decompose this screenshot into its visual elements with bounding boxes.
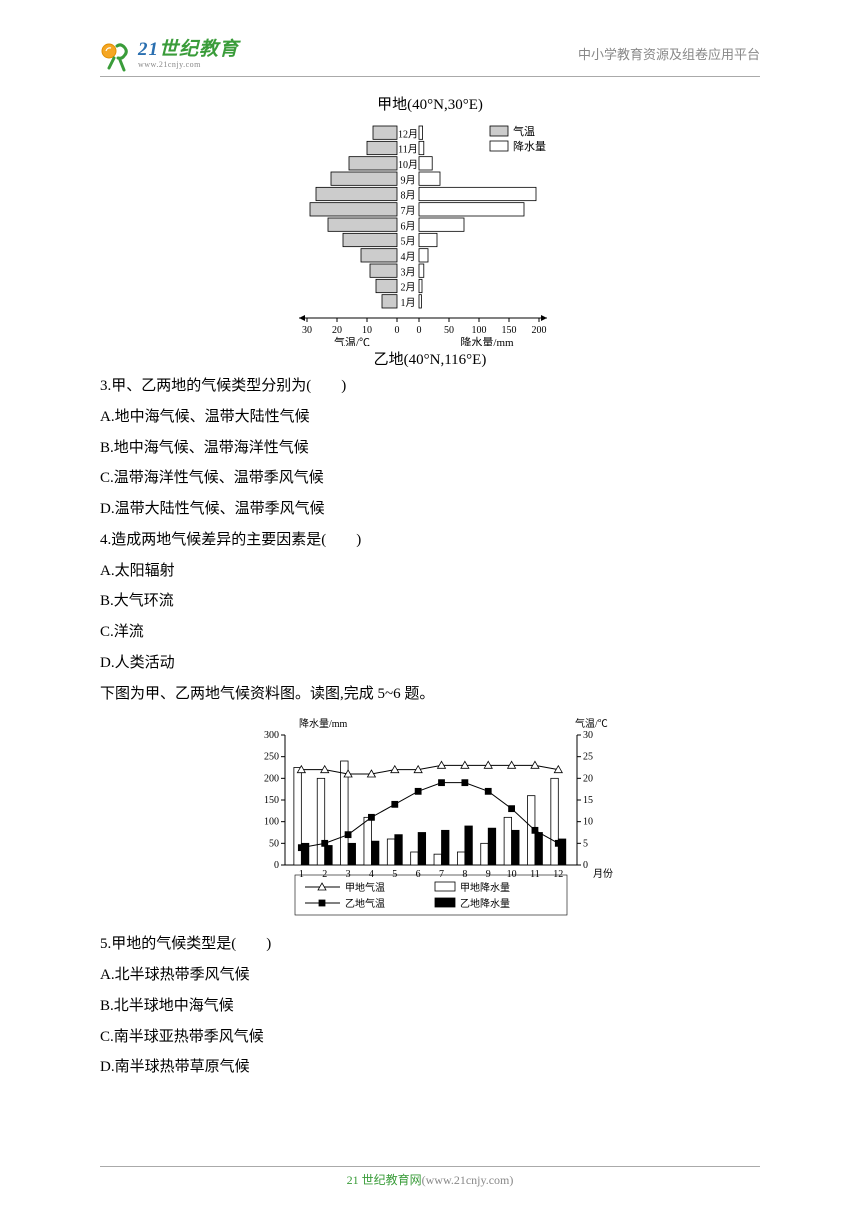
svg-text:12: 12 <box>553 869 563 880</box>
svg-text:250: 250 <box>264 752 279 763</box>
body-text-2: 5.甲地的气候类型是( ) A.北半球热带季风气候 B.北半球地中海气候 C.南… <box>100 929 760 1083</box>
svg-text:1月: 1月 <box>401 297 416 309</box>
svg-text:4: 4 <box>369 869 374 880</box>
footer-brand: 21 世纪教育网 <box>347 1173 422 1187</box>
svg-text:2月: 2月 <box>401 282 416 294</box>
q5-opt-b: B.北半球地中海气候 <box>100 991 760 1022</box>
q3-opt-c: C.温带海洋性气候、温带季风气候 <box>100 463 760 494</box>
q4-opt-b: B.大气环流 <box>100 586 760 617</box>
svg-text:9: 9 <box>486 869 491 880</box>
svg-text:月份: 月份 <box>593 868 613 880</box>
svg-text:乙地降水量: 乙地降水量 <box>460 897 510 910</box>
svg-text:乙地气温: 乙地气温 <box>345 897 385 910</box>
svg-text:6: 6 <box>416 869 421 880</box>
svg-text:150: 150 <box>502 325 517 336</box>
svg-text:300: 300 <box>264 730 279 741</box>
svg-text:12月: 12月 <box>398 128 418 140</box>
header-subtitle: 中小学教育资源及组卷应用平台 <box>578 44 760 63</box>
svg-text:20: 20 <box>332 325 342 336</box>
svg-text:100: 100 <box>264 817 279 828</box>
svg-text:甲地气温: 甲地气温 <box>345 881 385 894</box>
svg-text:气温/℃: 气温/℃ <box>575 717 608 730</box>
svg-text:气温: 气温 <box>513 124 535 138</box>
svg-text:7月: 7月 <box>401 205 416 217</box>
logo: 21世纪教育 www.21cnjy.com <box>100 40 239 72</box>
svg-text:8月: 8月 <box>401 190 416 202</box>
q4-stem: 4.造成两地气候差异的主要因素是( ) <box>100 525 760 556</box>
svg-text:50: 50 <box>444 325 454 336</box>
q3-opt-b: B.地中海气候、温带海洋性气候 <box>100 433 760 464</box>
svg-text:6月: 6月 <box>401 220 416 232</box>
svg-text:5: 5 <box>392 869 397 880</box>
svg-text:4月: 4月 <box>401 251 416 263</box>
svg-text:11: 11 <box>530 869 540 880</box>
svg-text:降水量: 降水量 <box>513 139 546 153</box>
svg-text:10: 10 <box>583 817 593 828</box>
q5-opt-c: C.南半球亚热带季风气候 <box>100 1022 760 1053</box>
svg-text:3月: 3月 <box>401 266 416 278</box>
svg-text:0: 0 <box>583 860 588 871</box>
chart2: 降水量/mm气温/℃050100150200250300051015202530… <box>245 715 615 925</box>
svg-text:0: 0 <box>274 860 279 871</box>
svg-text:200: 200 <box>264 774 279 785</box>
logo-url: www.21cnjy.com <box>138 61 239 70</box>
svg-text:8: 8 <box>462 869 467 880</box>
svg-text:150: 150 <box>264 795 279 806</box>
page-header: 21世纪教育 www.21cnjy.com 中小学教育资源及组卷应用平台 <box>100 40 760 72</box>
svg-text:30: 30 <box>302 325 312 336</box>
svg-text:200: 200 <box>532 325 547 336</box>
logo-icon <box>100 40 134 72</box>
svg-text:降水量/mm: 降水量/mm <box>299 717 348 730</box>
svg-text:5: 5 <box>583 839 588 850</box>
svg-text:15: 15 <box>583 795 593 806</box>
q3-opt-d: D.温带大陆性气候、温带季风气候 <box>100 494 760 525</box>
svg-text:2: 2 <box>322 869 327 880</box>
svg-text:7: 7 <box>439 869 444 880</box>
svg-text:11月: 11月 <box>398 144 418 156</box>
chart1-caption-bottom: 乙地(40°N,116°E) <box>100 348 760 369</box>
svg-text:100: 100 <box>472 325 487 336</box>
q4-opt-a: A.太阳辐射 <box>100 556 760 587</box>
intro-56: 下图为甲、乙两地气候资料图。读图,完成 5~6 题。 <box>100 679 760 710</box>
svg-text:1: 1 <box>299 869 304 880</box>
footer-url: (www.21cnjy.com) <box>422 1173 514 1187</box>
q5-opt-a: A.北半球热带季风气候 <box>100 960 760 991</box>
svg-text:10: 10 <box>507 869 517 880</box>
svg-text:甲地降水量: 甲地降水量 <box>460 881 510 894</box>
svg-text:20: 20 <box>583 774 593 785</box>
svg-text:降水量/mm: 降水量/mm <box>460 335 514 346</box>
chart1: 12月11月10月9月8月7月6月5月4月3月2月1月气温降水量30201000… <box>285 116 575 346</box>
svg-text:50: 50 <box>269 839 279 850</box>
q5-stem: 5.甲地的气候类型是( ) <box>100 929 760 960</box>
svg-text:30: 30 <box>583 730 593 741</box>
q3-stem: 3.甲、乙两地的气候类型分别为( ) <box>100 371 760 402</box>
q4-opt-d: D.人类活动 <box>100 648 760 679</box>
svg-text:气温/℃: 气温/℃ <box>334 335 370 346</box>
body-text: 3.甲、乙两地的气候类型分别为( ) A.地中海气候、温带大陆性气候 B.地中海… <box>100 371 760 709</box>
svg-text:10: 10 <box>362 325 372 336</box>
svg-text:3: 3 <box>346 869 351 880</box>
q5-opt-d: D.南半球热带草原气候 <box>100 1052 760 1083</box>
page-footer: 21 世纪教育网(www.21cnjy.com) <box>100 1160 760 1188</box>
logo-text: 21世纪教育 <box>138 40 239 61</box>
q4-opt-c: C.洋流 <box>100 617 760 648</box>
svg-text:5月: 5月 <box>401 236 416 248</box>
q3-opt-a: A.地中海气候、温带大陆性气候 <box>100 402 760 433</box>
header-rule <box>100 76 760 77</box>
svg-text:25: 25 <box>583 752 593 763</box>
chart1-caption-top: 甲地(40°N,30°E) <box>100 93 760 114</box>
svg-text:0: 0 <box>417 325 422 336</box>
svg-text:0: 0 <box>395 325 400 336</box>
svg-text:10月: 10月 <box>398 159 418 171</box>
svg-text:9月: 9月 <box>401 174 416 186</box>
